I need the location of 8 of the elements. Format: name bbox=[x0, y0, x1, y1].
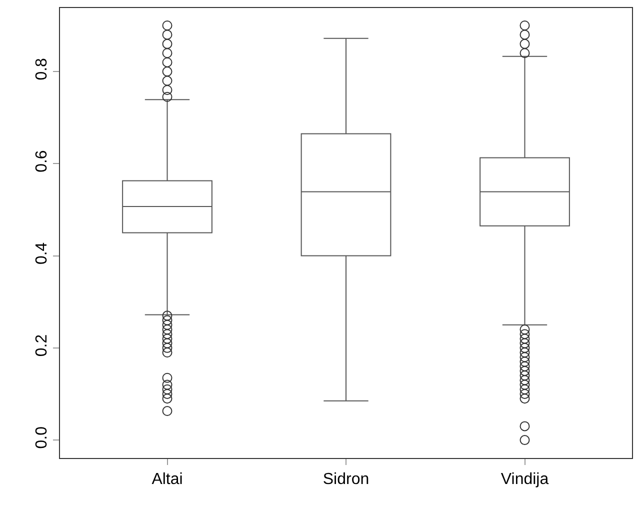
y-tick-label: 0.6 bbox=[34, 150, 51, 172]
x-tick-label: Altai bbox=[152, 471, 183, 488]
x-tick-label: Sidron bbox=[322, 471, 370, 488]
y-tick-label: 0.0 bbox=[34, 426, 51, 449]
y-tick-label: 0.8 bbox=[34, 58, 51, 80]
y-tick-label: 0.4 bbox=[34, 242, 51, 265]
x-tick-label: Vindija bbox=[500, 471, 549, 488]
y-tick-label: 0.2 bbox=[34, 334, 51, 357]
